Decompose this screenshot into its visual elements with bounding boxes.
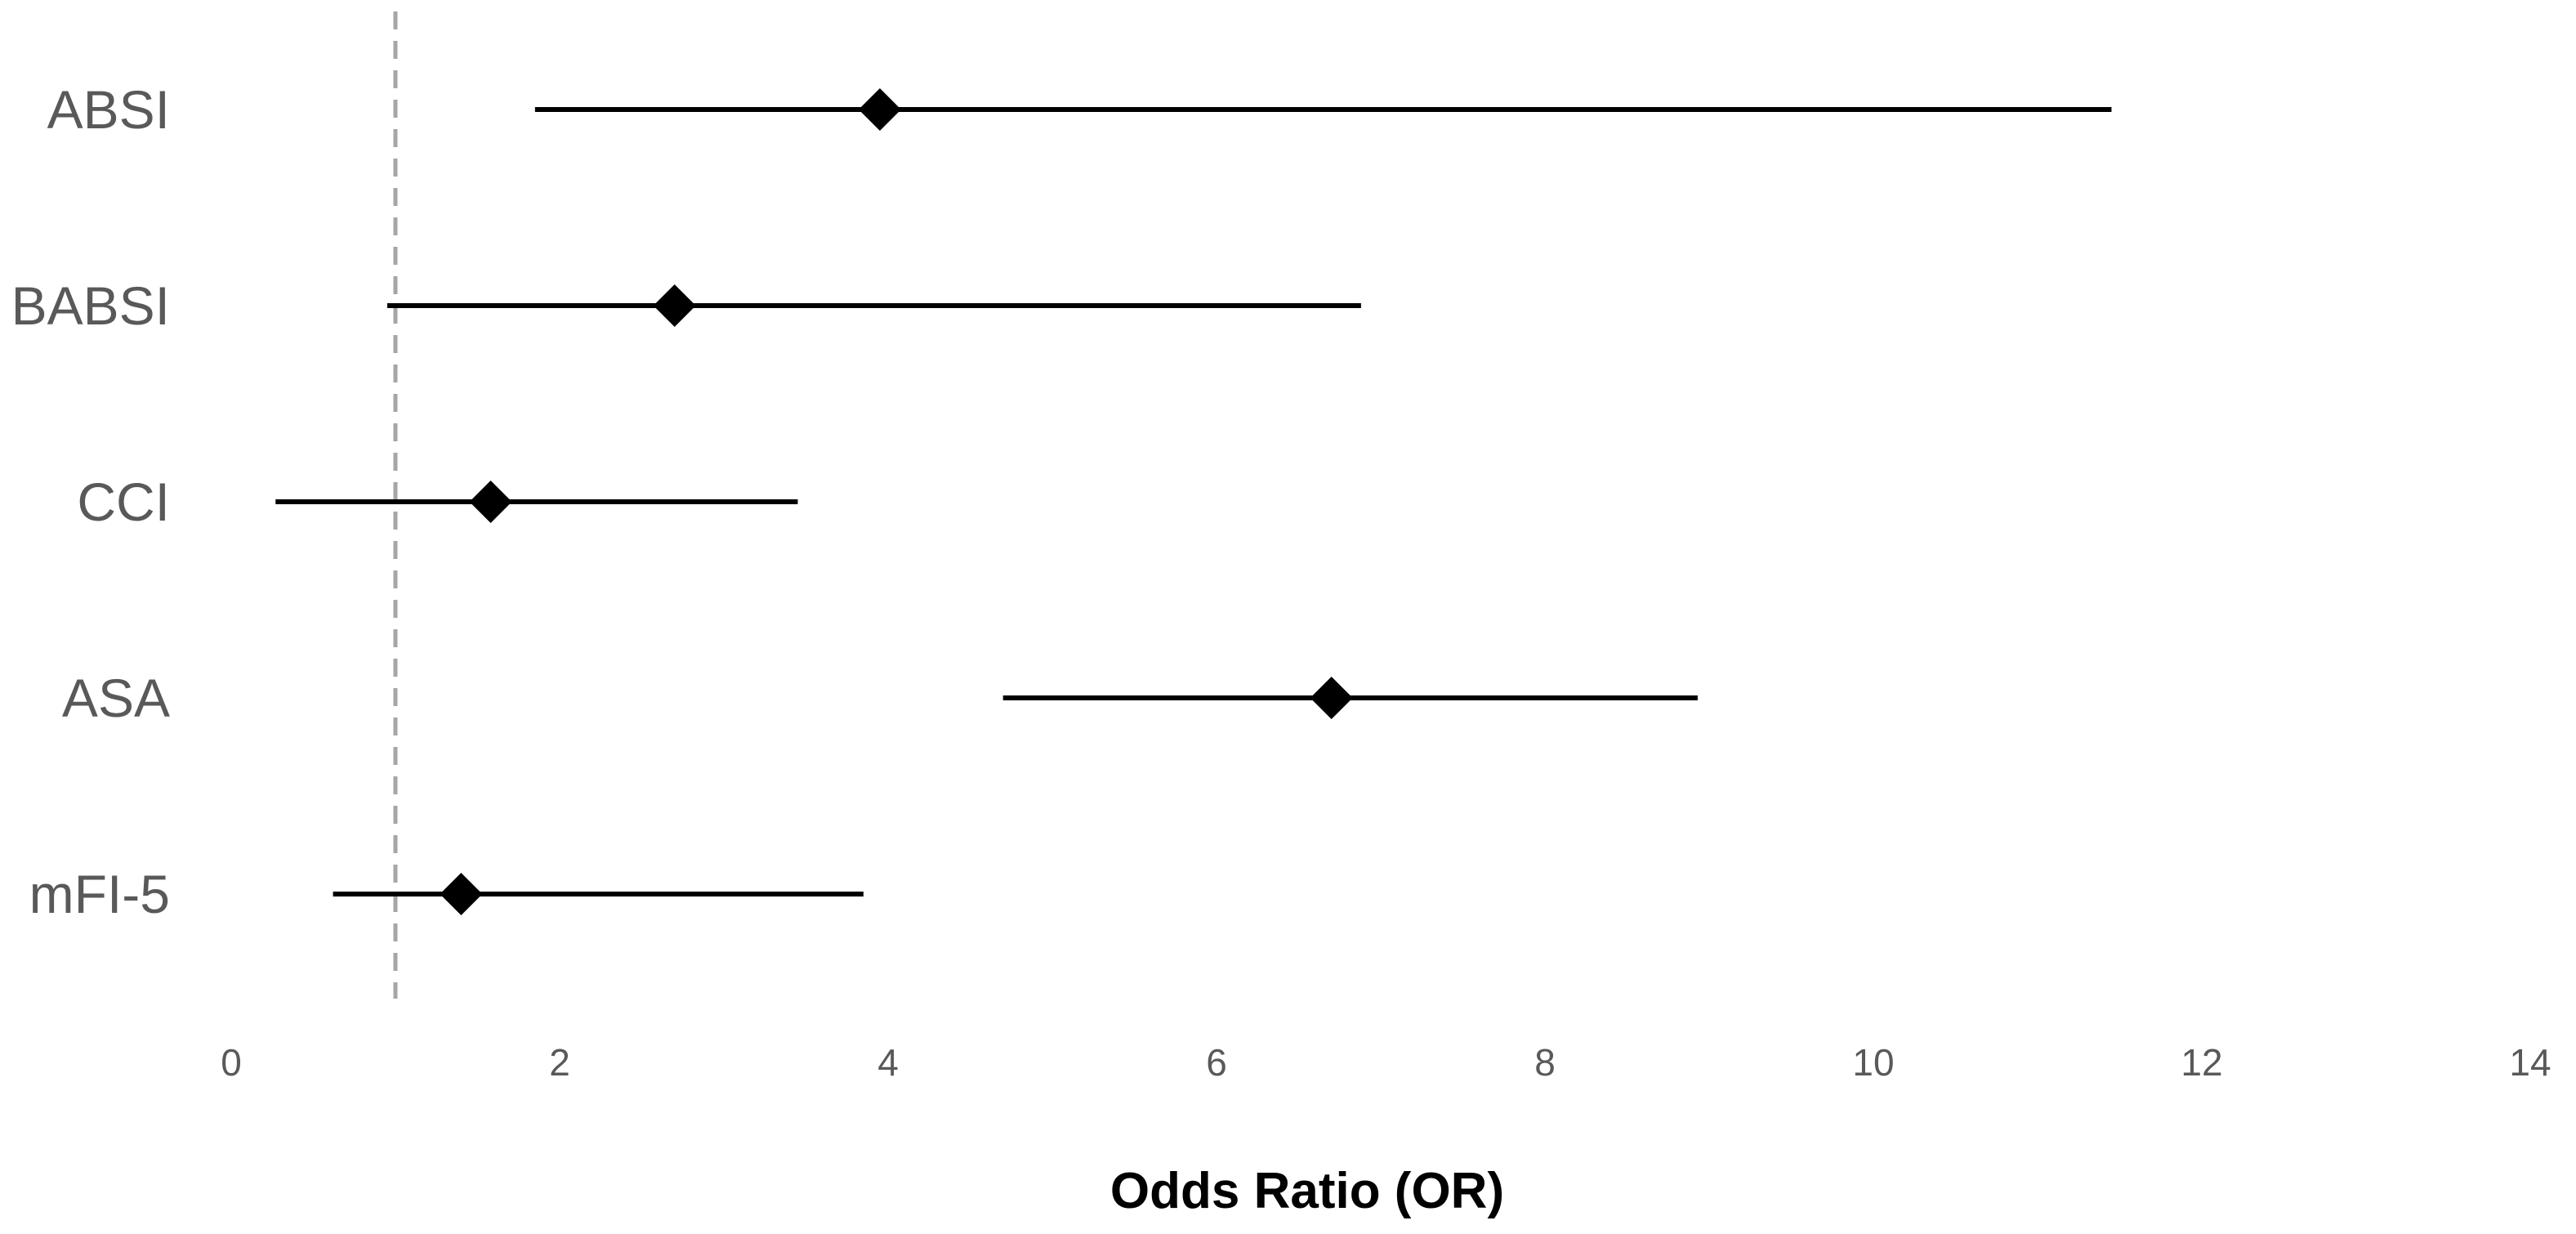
- estimate-marker-cci: [469, 481, 512, 523]
- confidence-interval-layer: [275, 107, 2112, 896]
- estimate-marker-absi: [858, 88, 901, 131]
- estimate-marker-asa: [1310, 677, 1353, 719]
- category-label: CCI: [77, 472, 170, 532]
- category-label-layer: ABSI BABSI CCI ASA mFI-5: [11, 79, 170, 924]
- category-label: ABSI: [47, 79, 170, 140]
- x-tick-label: 6: [1206, 1041, 1227, 1084]
- estimate-marker-babsi: [653, 284, 696, 327]
- x-tick-label: 10: [1852, 1041, 1894, 1084]
- x-tick-label: 14: [2509, 1041, 2551, 1084]
- x-tick-label: 0: [221, 1041, 242, 1084]
- x-axis-title: Odds Ratio (OR): [1110, 1163, 1504, 1219]
- category-label: ASA: [62, 668, 170, 728]
- estimate-marker-mfi-5: [440, 873, 483, 915]
- x-tick-label: 2: [549, 1041, 570, 1084]
- x-tick-label-layer: 0 2 4 6 8 10 12 14: [221, 1041, 2551, 1084]
- category-label: BABSI: [11, 275, 170, 336]
- estimate-marker-layer: [440, 88, 1353, 915]
- x-tick-label: 8: [1534, 1041, 1556, 1084]
- x-tick-label: 12: [2181, 1041, 2222, 1084]
- x-tick-label: 4: [877, 1041, 899, 1084]
- category-label: mFI-5: [29, 864, 170, 924]
